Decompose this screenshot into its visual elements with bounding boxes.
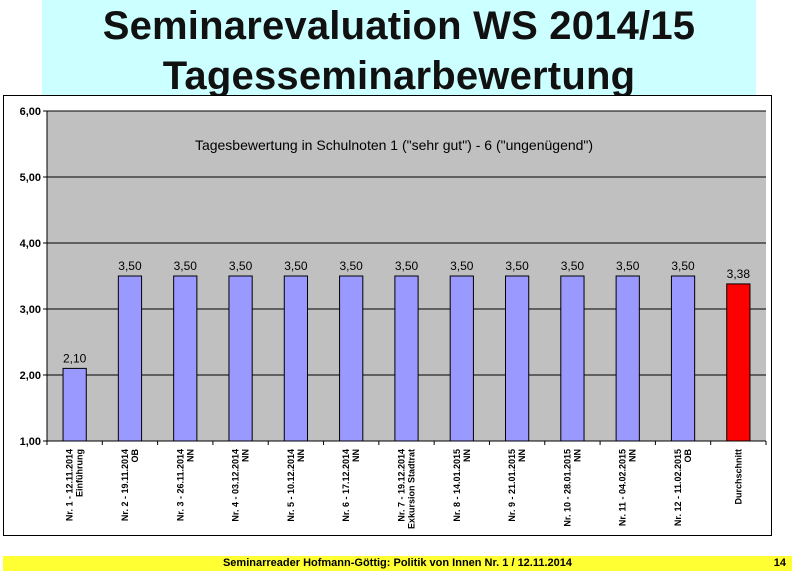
bar xyxy=(339,275,364,442)
chart-frame: 1,00 2,00 3,00 4,00 5,00 6,00 2,10 Nr. 1 - 12.1… xyxy=(3,95,772,536)
x-category-label-line: Nr. 6 - 17.12.2014 xyxy=(341,449,351,522)
bar xyxy=(670,275,696,442)
x-category-label: Nr. 10 - 28.01.2015NN xyxy=(562,449,582,527)
x-category-label: Nr. 8 - 14.01.2015NN xyxy=(452,449,472,522)
bar xyxy=(505,275,530,442)
x-category-label-line: OB xyxy=(683,448,693,462)
x-category-label-line: Nr. 8 - 14.01.2015 xyxy=(452,449,462,522)
x-category-label: Nr. 4 - 03.12.2014NN xyxy=(231,449,251,522)
x-category-label: Nr. 5 - 10.12.2014NN xyxy=(286,449,306,522)
data-label: 3,50 xyxy=(395,259,419,273)
data-label: 3,50 xyxy=(229,259,253,273)
x-category-label: Nr. 11 - 04.02.2015NN xyxy=(618,449,638,526)
data-label: 3,50 xyxy=(174,259,198,273)
data-label: 3,50 xyxy=(616,259,640,273)
y-tick-label: 4,00 xyxy=(20,238,41,250)
y-tick-label: 6,00 xyxy=(20,106,41,118)
chart-title: Tagesbewertung in Schulnoten 1 ("sehr gu… xyxy=(195,137,593,153)
x-category-label-line: Nr. 3 - 26.11.2014 xyxy=(175,449,185,521)
x-category-label-line: Nr. 11 - 04.02.2015 xyxy=(618,449,628,526)
x-category-label: Nr. 2 - 19.11.2014OB xyxy=(120,448,140,521)
bar xyxy=(726,283,751,442)
x-category-label-line: Nr. 9 - 21.01.2015 xyxy=(507,449,517,522)
x-category-label-line: NN xyxy=(462,449,472,462)
x-category-label-line: NN xyxy=(185,449,195,462)
bar xyxy=(283,275,308,442)
x-category-label-line: Nr. 10 - 28.01.2015 xyxy=(562,449,572,527)
data-label: 2,10 xyxy=(63,351,87,365)
slide-subtitle: Tagesseminarbewertung xyxy=(162,54,636,98)
x-category-label-line: Nr. 1 - 12.11.2014 xyxy=(65,449,75,521)
x-category-label: Nr. 12 - 11.02.2015OB xyxy=(673,448,693,526)
x-category-label-line: Durchschnitt xyxy=(733,449,743,505)
x-category-label-line: NN xyxy=(351,449,361,462)
slide-title: Seminarevaluation WS 2014/15 xyxy=(102,4,696,48)
bar xyxy=(62,367,87,442)
x-category-label-line: OB xyxy=(130,448,140,462)
x-category-label-line: Exkursion Stadtrat xyxy=(407,449,417,529)
x-category-label: Durchschnitt xyxy=(733,449,743,505)
x-category-label-line: Einführung xyxy=(75,449,85,497)
data-label: 3,50 xyxy=(561,259,585,273)
x-category-label: Nr. 1 - 12.11.2014Einführung xyxy=(65,449,85,521)
data-label: 3,50 xyxy=(118,259,142,273)
data-label: 3,50 xyxy=(284,259,308,273)
x-category-label-line: Nr. 12 - 11.02.2015 xyxy=(673,449,683,526)
y-tick-label: 2,00 xyxy=(20,370,41,382)
y-tick-label: 1,00 xyxy=(20,436,41,448)
footer-text: Seminarreader Hofmann-Göttig: Politik vo… xyxy=(222,557,573,569)
x-category-label-line: NN xyxy=(296,449,306,462)
data-label: 3,50 xyxy=(505,259,529,273)
bar xyxy=(228,275,253,442)
x-category-label-line: Nr. 7 - 19.12.2014 xyxy=(397,449,407,522)
footer-bar: Seminarreader Hofmann-Göttig: Politik vo… xyxy=(3,556,792,571)
data-label: 3,38 xyxy=(727,267,751,281)
x-category-label-line: NN xyxy=(241,449,251,462)
y-tick-label: 5,00 xyxy=(20,172,41,184)
bar-chart: 1,00 2,00 3,00 4,00 5,00 6,00 2,10 Nr. 1 - 12.1… xyxy=(20,106,767,529)
y-tick-label: 3,00 xyxy=(20,304,41,316)
x-category-label-line: NN xyxy=(517,449,527,462)
x-category-label: Nr. 6 - 17.12.2014NN xyxy=(341,449,361,522)
x-category-label-line: Nr. 2 - 19.11.2014 xyxy=(120,449,130,521)
bar xyxy=(117,275,143,442)
x-category-label: Nr. 9 - 21.01.2015NN xyxy=(507,449,527,522)
page-number: 14 xyxy=(773,557,786,569)
bar xyxy=(449,275,474,442)
x-category-label: Nr. 7 - 19.12.2014Exkursion Stadtrat xyxy=(397,449,417,529)
x-category-label-line: Nr. 4 - 03.12.2014 xyxy=(231,449,241,522)
bar xyxy=(173,275,198,442)
slide-header: Seminarevaluation WS 2014/15 Tagessemina… xyxy=(42,0,756,98)
x-category-label-line: NN xyxy=(628,449,638,462)
bar xyxy=(560,275,585,442)
bar xyxy=(615,275,640,442)
data-label: 3,50 xyxy=(450,259,474,273)
data-label: 3,50 xyxy=(340,259,364,273)
x-category-label: Nr. 3 - 26.11.2014NN xyxy=(175,449,195,521)
x-category-label-line: Nr. 5 - 10.12.2014 xyxy=(286,449,296,522)
bar xyxy=(394,275,419,442)
data-label: 3,50 xyxy=(671,259,695,273)
x-category-label-line: NN xyxy=(572,449,582,462)
